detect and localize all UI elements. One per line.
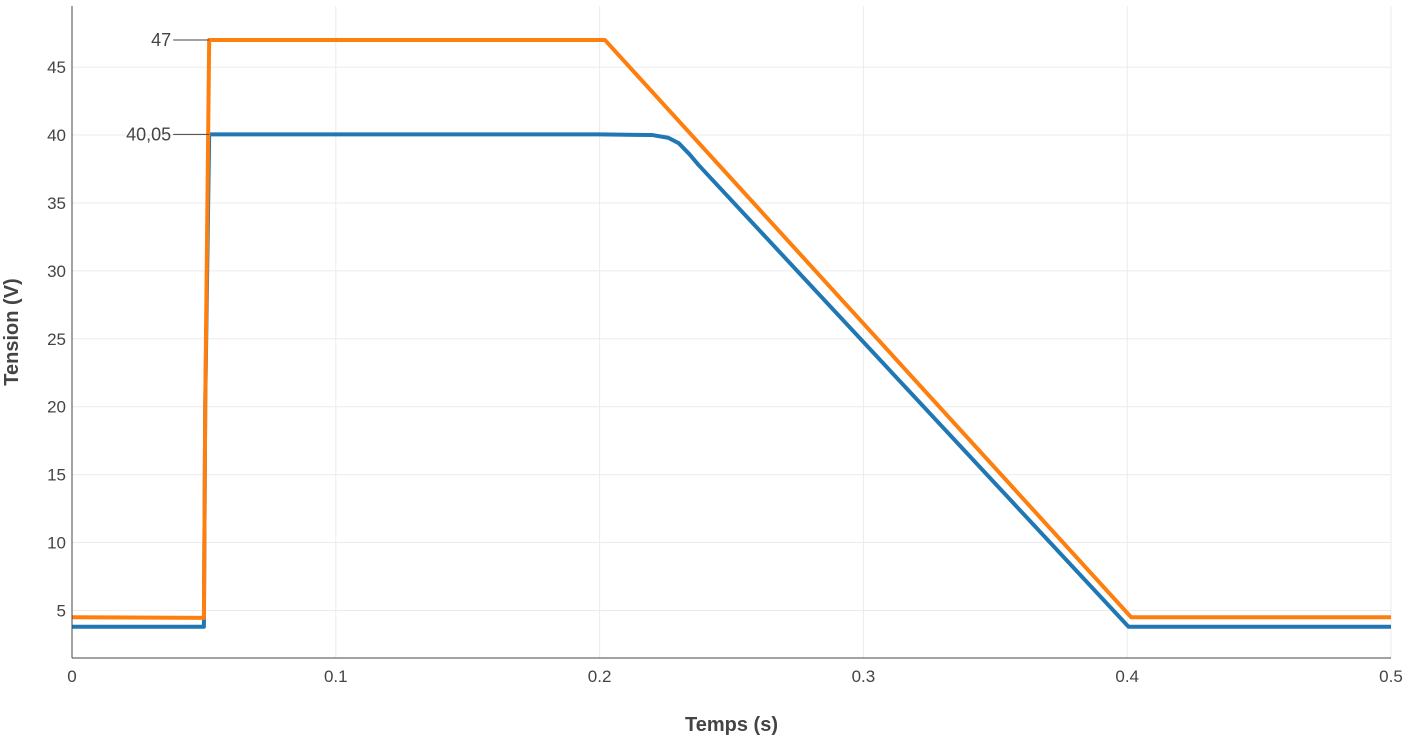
x-tick-label: 0.4 [1115, 667, 1139, 686]
series-line-1 [72, 132, 1391, 629]
x-tick-label: 0.1 [324, 667, 348, 686]
y-tick-label: 5 [57, 601, 66, 620]
annotation-label: 40,05 [126, 124, 171, 144]
x-tick-label: 0.2 [588, 667, 612, 686]
y-tick-labels: 5 10 15 20 25 30 35 40 45 [47, 58, 66, 620]
x-tick-labels: 0 0.1 0.2 0.3 0.4 0.5 [67, 667, 1403, 686]
series-line-0 [71, 37, 1391, 620]
annotation-1: 40,05 [126, 124, 210, 144]
y-tick-label: 25 [47, 330, 66, 349]
annotation-0: 47 [151, 30, 210, 50]
x-tick-label: 0.3 [852, 667, 876, 686]
annotation-label: 47 [151, 30, 171, 50]
x-tick-label: 0.5 [1379, 667, 1403, 686]
y-tick-label: 10 [47, 534, 66, 553]
y-tick-label: 20 [47, 398, 66, 417]
y-gridlines [72, 66, 1391, 611]
x-axis-title: Temps (s) [685, 714, 778, 736]
y-axis-title: Tension (V) [1, 278, 23, 385]
y-tick-label: 40 [47, 126, 66, 145]
y-tick-label: 30 [47, 262, 66, 281]
x-gridlines [335, 6, 1392, 658]
y-tick-label: 35 [47, 194, 66, 213]
annotations: 47 40,05 [126, 30, 210, 144]
x-tick-label: 0 [67, 667, 76, 686]
series-layer [71, 37, 1391, 629]
y-tick-label: 45 [47, 58, 66, 77]
y-tick-label: 15 [47, 466, 66, 485]
